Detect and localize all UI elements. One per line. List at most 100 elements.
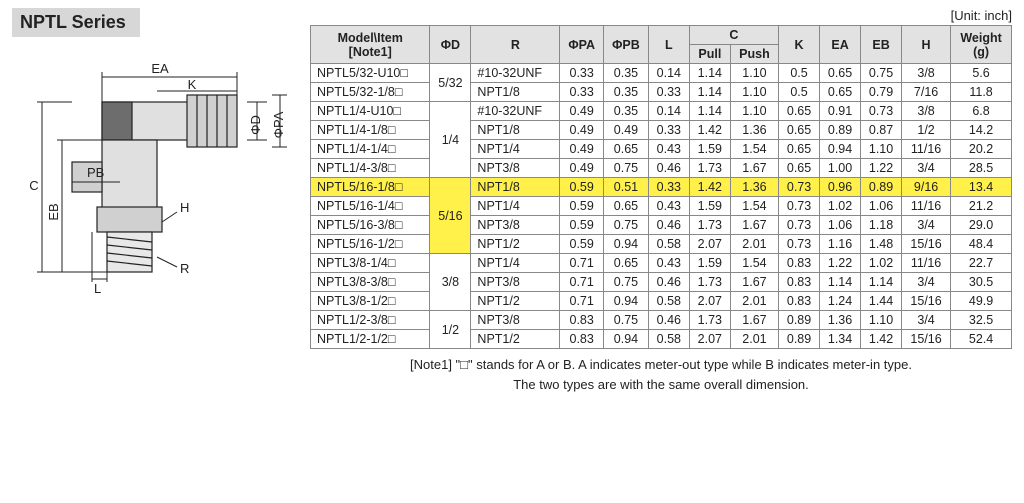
table-cell-h: 3/4 — [902, 216, 951, 235]
table-cell-cpull: 1.14 — [689, 64, 730, 83]
table-cell-cpush: 1.67 — [730, 311, 778, 330]
table-cell-l: 0.58 — [648, 235, 689, 254]
table-cell-cpush: 1.54 — [730, 140, 778, 159]
table-cell-r: NPT1/4 — [471, 197, 560, 216]
table-cell-h: 3/4 — [902, 311, 951, 330]
table-cell-phipa: 0.71 — [560, 254, 604, 273]
table-cell-l: 0.43 — [648, 254, 689, 273]
table-cell-ea: 0.65 — [820, 83, 861, 102]
th-c-push: Push — [730, 45, 778, 64]
table-cell-r: NPT1/2 — [471, 235, 560, 254]
table-cell-k: 0.83 — [779, 292, 820, 311]
table-cell-k: 0.89 — [779, 311, 820, 330]
th-eb: EB — [861, 26, 902, 64]
table-cell-h: 3/8 — [902, 64, 951, 83]
th-phipb: ΦPB — [604, 26, 649, 64]
table-cell-eb: 1.14 — [861, 273, 902, 292]
table-cell-r: NPT1/2 — [471, 330, 560, 349]
table-cell-h: 15/16 — [902, 292, 951, 311]
table-cell-cpull: 2.07 — [689, 235, 730, 254]
table-cell-k: 0.73 — [779, 178, 820, 197]
table-cell-eb: 1.10 — [861, 140, 902, 159]
table-cell-weight: 22.7 — [951, 254, 1012, 273]
dim-label-phipa: ΦPA — [271, 111, 286, 138]
table-cell-h: 3/4 — [902, 273, 951, 292]
table-cell-ea: 1.16 — [820, 235, 861, 254]
table-cell-phipb: 0.75 — [604, 273, 649, 292]
table-cell-cpull: 1.73 — [689, 216, 730, 235]
table-cell-k: 0.83 — [779, 273, 820, 292]
th-ea: EA — [820, 26, 861, 64]
dim-label-r: R — [180, 261, 189, 276]
table-cell-l: 0.46 — [648, 159, 689, 178]
table-cell-phipa: 0.59 — [560, 197, 604, 216]
th-model: Model\Item [Note1] — [311, 26, 430, 64]
table-cell-ea: 0.65 — [820, 64, 861, 83]
table-cell-phipa: 0.83 — [560, 330, 604, 349]
table-cell-model: NPTL5/16-1/2□ — [311, 235, 430, 254]
table-cell-ea: 0.94 — [820, 140, 861, 159]
table-cell-eb: 0.73 — [861, 102, 902, 121]
table-cell-cpush: 2.01 — [730, 235, 778, 254]
table-cell-ea: 1.24 — [820, 292, 861, 311]
table-cell-phipb: 0.94 — [604, 330, 649, 349]
table-cell-weight: 6.8 — [951, 102, 1012, 121]
table-cell-l: 0.33 — [648, 178, 689, 197]
table-cell-r: NPT1/8 — [471, 83, 560, 102]
table-cell-weight: 28.5 — [951, 159, 1012, 178]
table-cell-eb: 0.79 — [861, 83, 902, 102]
dim-label-ea: EA — [151, 61, 169, 76]
table-cell-r: #10-32UNF — [471, 102, 560, 121]
table-cell-phipa: 0.49 — [560, 140, 604, 159]
th-weight: Weight (g) — [951, 26, 1012, 64]
table-cell-l: 0.14 — [648, 102, 689, 121]
table-cell-model: NPTL1/4-1/8□ — [311, 121, 430, 140]
dim-label-phid: ΦD — [248, 115, 263, 135]
table-cell-k: 0.73 — [779, 197, 820, 216]
table-cell-r: NPT1/8 — [471, 178, 560, 197]
table-cell-phipa: 0.59 — [560, 235, 604, 254]
table-cell-cpull: 1.14 — [689, 102, 730, 121]
table-cell-phipb: 0.75 — [604, 159, 649, 178]
table-cell-phid: 5/32 — [430, 64, 471, 102]
table-cell-r: NPT3/8 — [471, 273, 560, 292]
table-cell-eb: 1.10 — [861, 311, 902, 330]
table-cell-model: NPTL1/2-1/2□ — [311, 330, 430, 349]
table-cell-phipb: 0.94 — [604, 235, 649, 254]
table-cell-l: 0.46 — [648, 311, 689, 330]
table-cell-ea: 1.36 — [820, 311, 861, 330]
table-cell-eb: 0.87 — [861, 121, 902, 140]
table-cell-phid: 5/16 — [430, 178, 471, 254]
th-l: L — [648, 26, 689, 64]
table-cell-eb: 0.75 — [861, 64, 902, 83]
table-cell-phipa: 0.71 — [560, 273, 604, 292]
table-cell-phipb: 0.65 — [604, 197, 649, 216]
table-cell-cpush: 1.54 — [730, 254, 778, 273]
table-cell-cpush: 1.36 — [730, 121, 778, 140]
table-cell-phipb: 0.75 — [604, 311, 649, 330]
table-cell-cpull: 1.59 — [689, 254, 730, 273]
table-cell-h: 11/16 — [902, 254, 951, 273]
table-cell-cpush: 1.10 — [730, 102, 778, 121]
table-cell-cpush: 1.67 — [730, 216, 778, 235]
table-cell-model: NPTL5/16-3/8□ — [311, 216, 430, 235]
note1-line1: [Note1] "□" stands for A or B. A indicat… — [310, 355, 1012, 375]
table-cell-phipb: 0.75 — [604, 216, 649, 235]
dim-label-pb: PB — [87, 165, 104, 180]
dimension-diagram: EA K ΦD ΦPA PB C EB L H R — [12, 47, 292, 297]
table-cell-r: NPT3/8 — [471, 216, 560, 235]
table-cell-h: 1/2 — [902, 121, 951, 140]
table-cell-model: NPTL5/32-1/8□ — [311, 83, 430, 102]
table-cell-cpull: 1.14 — [689, 83, 730, 102]
table-cell-cpull: 1.73 — [689, 159, 730, 178]
th-h: H — [902, 26, 951, 64]
table-cell-phipb: 0.35 — [604, 83, 649, 102]
table-cell-eb: 1.18 — [861, 216, 902, 235]
table-cell-cpush: 1.54 — [730, 197, 778, 216]
table-cell-phipb: 0.49 — [604, 121, 649, 140]
table-cell-model: NPTL3/8-1/4□ — [311, 254, 430, 273]
table-cell-r: NPT1/4 — [471, 254, 560, 273]
table-cell-phipa: 0.71 — [560, 292, 604, 311]
table-cell-model: NPTL1/4-U10□ — [311, 102, 430, 121]
table-cell-r: NPT1/2 — [471, 292, 560, 311]
